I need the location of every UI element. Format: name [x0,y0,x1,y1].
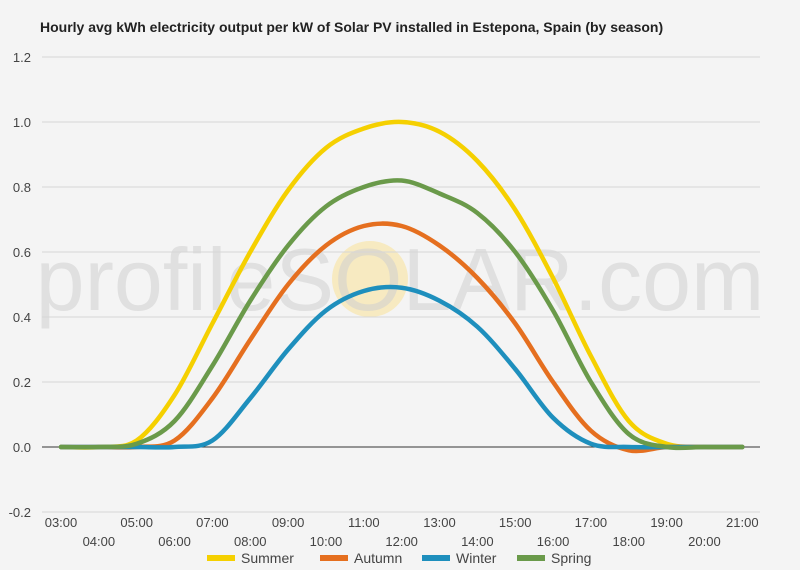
legend-label-winter: Winter [456,550,497,566]
x-tick-label: 07:00 [196,515,229,530]
x-tick-label: 13:00 [423,515,456,530]
x-tick-label: 05:00 [120,515,153,530]
y-tick-label: 1.0 [13,115,31,130]
series-line-summer [58,119,745,450]
x-tick-label: 19:00 [650,515,683,530]
x-tick-label: 10:00 [310,534,343,549]
y-tick-label: 1.2 [13,50,31,65]
series-line-winter [58,284,745,450]
x-tick-label: 03:00 [45,515,78,530]
y-tick-label: 0.6 [13,245,31,260]
x-tick-label: 17:00 [575,515,608,530]
y-tick-label: 0.2 [13,375,31,390]
x-tick-label: 12:00 [385,534,418,549]
y-tick-label: 0.4 [13,310,31,325]
legend-label-spring: Spring [551,550,591,566]
y-tick-label: 0.0 [13,440,31,455]
legend-label-autumn: Autumn [354,550,402,566]
x-tick-label: 14:00 [461,534,494,549]
x-tick-label: 06:00 [158,534,191,549]
series-line-spring [58,178,745,451]
x-tick-label: 21:00 [726,515,759,530]
x-tick-label: 16:00 [537,534,570,549]
watermark-text: profileSOLAR.com [36,230,765,329]
series-line-autumn [58,221,745,454]
x-tick-label: 08:00 [234,534,267,549]
x-tick-label: 11:00 [348,515,380,530]
x-tick-label: 20:00 [688,534,721,549]
chart-title: Hourly avg kWh electricity output per kW… [40,19,664,35]
legend-label-summer: Summer [241,550,294,566]
x-tick-label: 09:00 [272,515,305,530]
x-tick-label: 15:00 [499,515,532,530]
x-tick-label: 04:00 [83,534,116,549]
y-tick-label: -0.2 [9,505,31,520]
y-tick-label: 0.8 [13,180,31,195]
x-tick-label: 18:00 [612,534,645,549]
